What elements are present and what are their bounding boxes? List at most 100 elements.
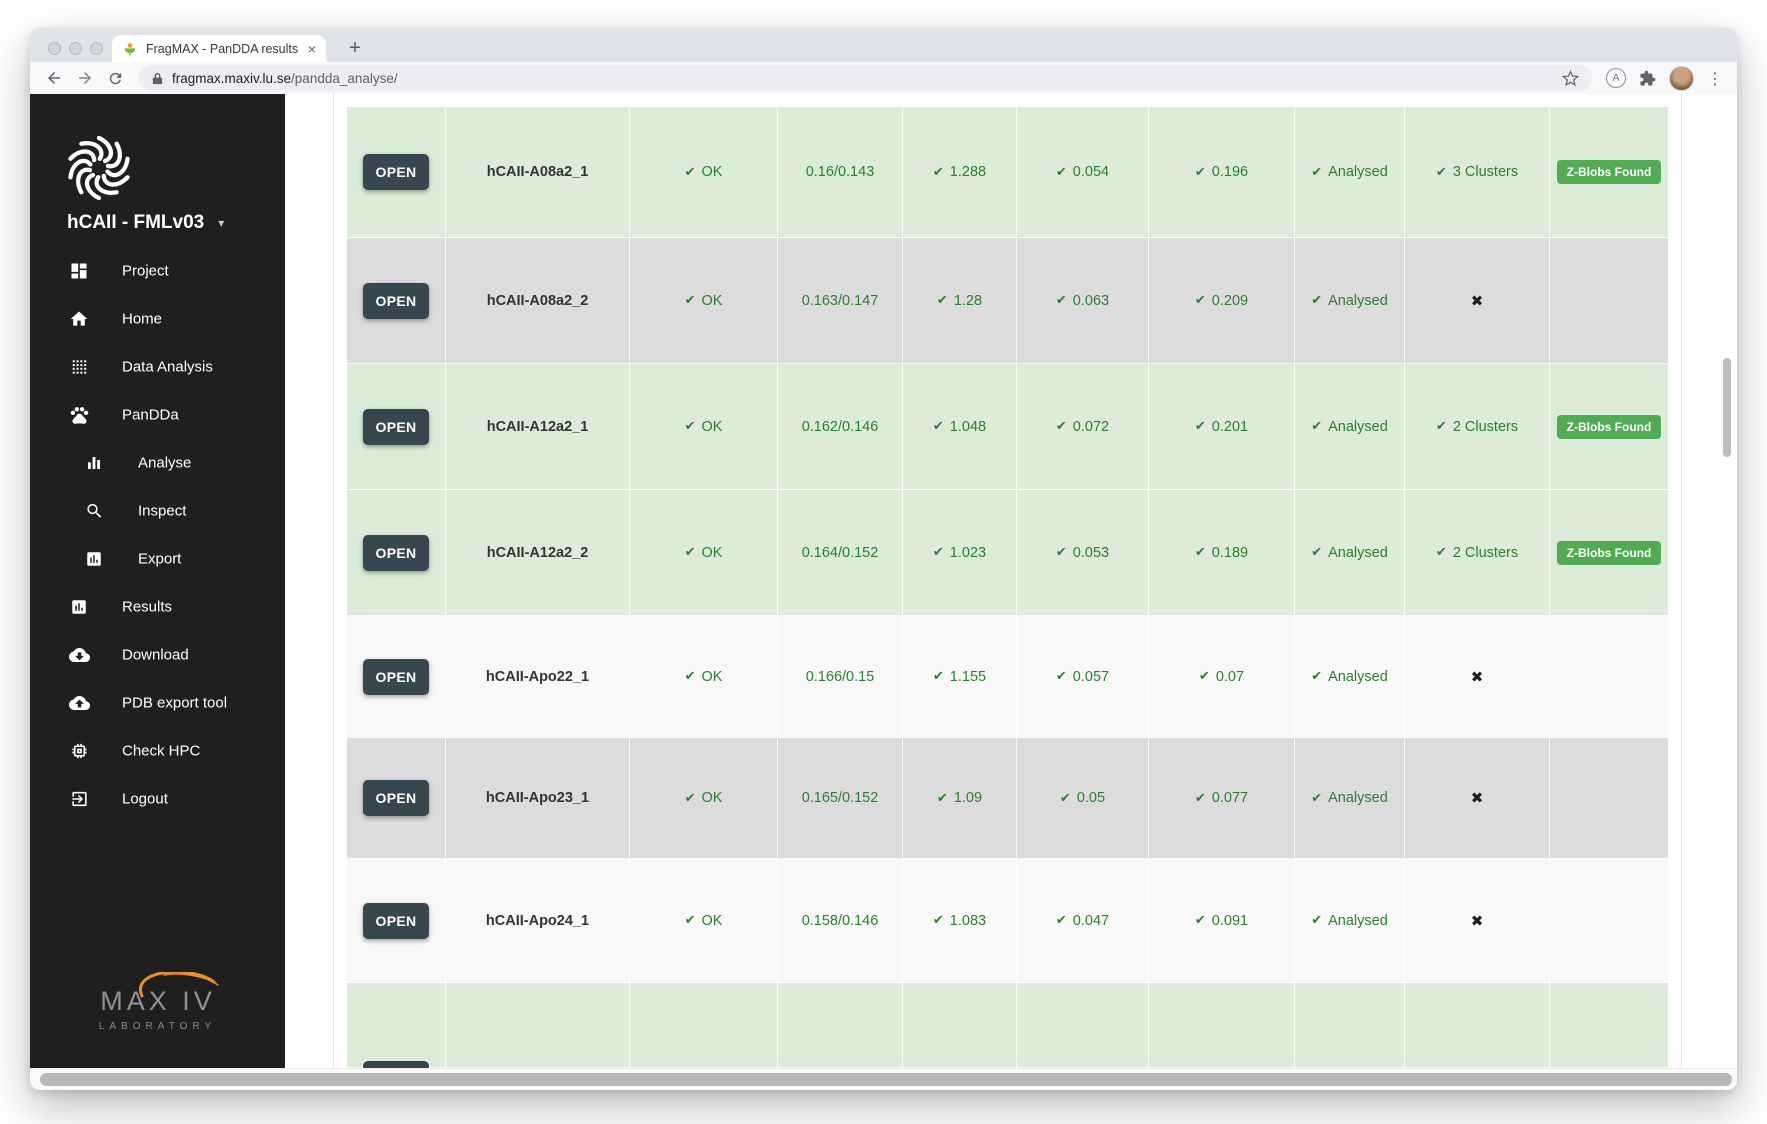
sidebar-item-export[interactable]: Export (30, 535, 285, 583)
page-content: hCAII - FMLv03 ▾ Project Home Data Analysi… (30, 94, 1737, 1068)
status-cell: ✔ OK (630, 238, 778, 364)
sidebar-item-label: PanDDa (122, 406, 179, 424)
metric3-cell: ✔ 0.209 (1149, 238, 1295, 364)
back-button[interactable] (40, 65, 67, 91)
sidebar-item-data-analysis[interactable]: Data Analysis (30, 343, 285, 391)
sidebar-item-check-hpc[interactable]: Check HPC (30, 727, 285, 775)
open-button[interactable] (363, 1061, 429, 1068)
sidebar-item-label: Results (122, 598, 173, 616)
clusters-cell: ✖ (1405, 738, 1550, 859)
open-button[interactable]: OPEN (363, 282, 429, 319)
horizontal-scrollbar[interactable] (40, 1073, 1732, 1086)
resolution-cell: 0.16/0.143 (778, 107, 903, 238)
sidebar-item-logout[interactable]: Logout (30, 775, 285, 823)
open-button[interactable]: OPEN (363, 780, 429, 816)
check-icon: ✔ (1311, 419, 1323, 434)
browser-tab[interactable]: FragMAX - PanDDA results × (112, 35, 326, 62)
check-icon: ✔ (684, 545, 696, 560)
zblobs-cell (1550, 859, 1668, 983)
check-icon: ✔ (1435, 164, 1447, 180)
sidebar-item-pandda[interactable]: PanDDa (30, 391, 285, 439)
dataset-name: hCAII-A08a2_2 (486, 292, 589, 309)
clusters-cell: ✔ 3 Clusters (1405, 107, 1550, 238)
home-icon (68, 309, 90, 329)
metric3-cell: ✔ 0.07 (1149, 616, 1295, 738)
open-cell: OPEN (347, 364, 446, 490)
minimize-window-button[interactable] (69, 42, 82, 55)
bookmark-star-icon[interactable] (1562, 69, 1579, 87)
dataset-cell: hCAII-A12a2_2 (446, 490, 630, 616)
analysed-cell: ✔ Analysed (1295, 859, 1405, 983)
open-button[interactable]: OPEN (363, 154, 429, 190)
check-icon: ✔ (1194, 419, 1206, 434)
metric3-cell: ✔ 0.091 (1149, 859, 1295, 983)
forward-button[interactable] (71, 65, 98, 91)
extension-a-icon[interactable]: A (1606, 68, 1626, 88)
search-icon (83, 502, 105, 521)
sidebar-item-results[interactable]: Results (30, 583, 285, 631)
sidebar-item-analyse[interactable]: Analyse (30, 439, 285, 487)
sidebar-item-pdb-export-tool[interactable]: PDB export tool (30, 679, 285, 727)
metric3-cell: ✔ 0.077 (1149, 738, 1295, 859)
check-icon: ✔ (1311, 790, 1323, 806)
dataset-cell: hCAII-Apo23_1 (446, 738, 630, 859)
clusters-cell: ✖ (1405, 238, 1550, 364)
project-selector[interactable]: hCAII - FMLv03 ▾ (67, 212, 224, 234)
open-button[interactable]: OPEN (363, 408, 429, 445)
check-icon: ✔ (1198, 669, 1210, 684)
paw-icon (68, 405, 90, 426)
vertical-scrollbar[interactable] (1723, 358, 1731, 457)
resolution-cell: 0.164/0.152 (778, 490, 903, 616)
check-icon: ✔ (932, 669, 944, 684)
new-tab-button[interactable]: + (349, 37, 361, 59)
browser-menu-icon[interactable]: ⋮ (1707, 68, 1723, 88)
check-icon: ✔ (1055, 419, 1067, 434)
clusters-cell: ✖ (1405, 859, 1550, 983)
zblobs-cell (1550, 738, 1668, 859)
metric3-cell (1149, 983, 1295, 1068)
sidebar-item-inspect[interactable]: Inspect (30, 487, 285, 535)
dataset-name: hCAII-A12a2_1 (486, 418, 589, 435)
check-icon: ✔ (684, 790, 696, 806)
sidebar-item-download[interactable]: Download (30, 631, 285, 679)
profile-avatar[interactable] (1669, 65, 1694, 91)
resolution-cell: 0.158/0.146 (778, 859, 903, 983)
analysed-cell: ✔ Analysed (1295, 364, 1405, 490)
zblobs-cell: Z-Blobs Found (1550, 490, 1668, 616)
pandda-results-table: OPEN hCAII-A08a2_1 ✔ OK 0.16/0.143 ✔ 1.288… (347, 107, 1668, 1068)
sidebar-item-label: Logout (122, 790, 168, 808)
sidebar: hCAII - FMLv03 ▾ Project Home Data Analysi… (30, 94, 285, 1068)
no-clusters-icon: ✖ (1470, 291, 1484, 310)
favicon (122, 41, 138, 57)
metric3-cell: ✔ 0.189 (1149, 490, 1295, 616)
maximize-window-button[interactable] (90, 42, 103, 55)
sidebar-item-project[interactable]: Project (30, 247, 285, 295)
tab-close-icon[interactable]: × (307, 40, 316, 57)
clusters-cell: ✔ 2 Clusters (1405, 364, 1550, 490)
table-row: OPEN hCAII-Apo23_1 ✔ OK 0.165/0.152 ✔ 1.09… (347, 738, 1668, 859)
check-icon: ✔ (932, 419, 944, 434)
sidebar-item-home[interactable]: Home (30, 295, 285, 343)
table-row (347, 983, 1668, 1068)
open-button[interactable]: OPEN (363, 658, 429, 695)
status-cell: ✔ OK (630, 364, 778, 490)
reload-button[interactable] (102, 65, 129, 91)
zblobs-badge: Z-Blobs Found (1556, 540, 1662, 565)
status-cell: ✔ OK (630, 738, 778, 859)
extensions-puzzle-icon[interactable] (1639, 70, 1656, 87)
close-window-button[interactable] (48, 42, 61, 55)
report-icon (83, 550, 105, 568)
dataset-cell: hCAII-Apo22_1 (446, 616, 630, 738)
open-button[interactable]: OPEN (363, 534, 429, 571)
check-icon: ✔ (1435, 419, 1447, 434)
dashboard-icon (68, 261, 90, 281)
address-bar[interactable]: fragmax.maxiv.lu.se/pandda_analyse/ (139, 65, 1592, 91)
table-row: OPEN hCAII-Apo24_1 ✔ OK 0.158/0.146 ✔ 1.08… (347, 859, 1668, 983)
cloud-upload-icon (68, 693, 90, 714)
analysed-cell: ✔ Analysed (1295, 238, 1405, 364)
metric2-cell: ✔ 0.072 (1017, 364, 1149, 490)
open-button[interactable]: OPEN (363, 902, 429, 939)
check-icon: ✔ (1055, 293, 1067, 308)
url-text: fragmax.maxiv.lu.se/pandda_analyse/ (172, 71, 398, 86)
check-icon: ✔ (1311, 913, 1323, 928)
